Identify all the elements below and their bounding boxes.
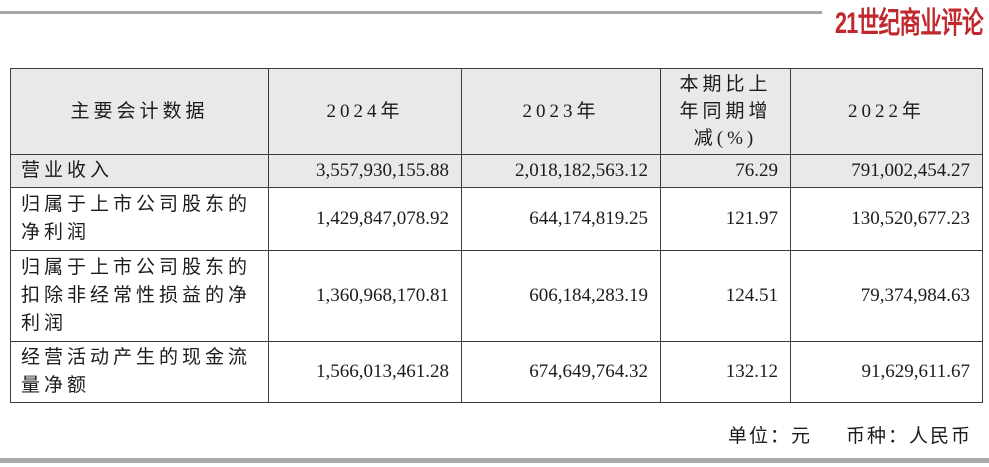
cell-2023: 606,184,283.19 bbox=[461, 250, 661, 342]
cell-2022: 791,002,454.27 bbox=[790, 154, 983, 188]
cell-2024: 1,360,968,170.81 bbox=[268, 250, 462, 342]
header-2022: 2022年 bbox=[790, 68, 983, 155]
cell-2023: 674,649,764.32 bbox=[461, 341, 661, 403]
cell-yoy: 124.51 bbox=[660, 250, 791, 342]
cell-2024: 3,557,930,155.88 bbox=[268, 154, 462, 188]
row-label: 归属于上市公司股东的净利润 bbox=[10, 187, 269, 251]
unit-currency-note: 单位：元 币种：人民币 bbox=[728, 421, 972, 448]
cell-2023: 644,174,819.25 bbox=[461, 187, 661, 251]
cell-yoy: 132.12 bbox=[660, 341, 791, 403]
cell-2022: 79,374,984.63 bbox=[790, 250, 983, 342]
brand-logo: 21世纪商业评论 bbox=[835, 6, 989, 44]
header-2024: 2024年 bbox=[268, 68, 462, 155]
top-divider-rule bbox=[0, 11, 822, 14]
table-row-revenue: 营业收入 3,557,930,155.88 2,018,182,563.12 7… bbox=[10, 154, 983, 188]
bottom-divider-rule bbox=[0, 458, 989, 463]
cell-2022: 91,629,611.67 bbox=[790, 341, 983, 403]
table-row-operating-cash-flow: 经营活动产生的现金流量净额 1,566,013,461.28 674,649,7… bbox=[10, 341, 983, 403]
currency-label: 币种：人民币 bbox=[845, 426, 972, 447]
cell-yoy: 121.97 bbox=[660, 187, 791, 251]
table-row-net-profit-deducted: 归属于上市公司股东的扣除非经常性损益的净利润 1,360,968,170.81 … bbox=[10, 250, 983, 342]
table-header-row: 主要会计数据 2024年 2023年 本期比上年同期增减(%) 2022年 bbox=[10, 68, 983, 155]
row-label: 经营活动产生的现金流量净额 bbox=[10, 341, 269, 403]
cell-2024: 1,566,013,461.28 bbox=[268, 341, 462, 403]
header-2023: 2023年 bbox=[461, 68, 661, 155]
header-yoy-change: 本期比上年同期增减(%) bbox=[660, 68, 791, 155]
cell-2023: 2,018,182,563.12 bbox=[461, 154, 661, 188]
cell-yoy: 76.29 bbox=[660, 154, 791, 188]
table-row-net-profit: 归属于上市公司股东的净利润 1,429,847,078.92 644,174,8… bbox=[10, 187, 983, 251]
row-label: 营业收入 bbox=[10, 154, 269, 188]
cell-2024: 1,429,847,078.92 bbox=[268, 187, 462, 251]
key-accounting-data-table: 主要会计数据 2024年 2023年 本期比上年同期增减(%) 2022年 营业… bbox=[10, 68, 983, 403]
brand-logo-text: 21世纪商业评论 bbox=[835, 7, 984, 40]
cell-2022: 130,520,677.23 bbox=[790, 187, 983, 251]
unit-label: 单位：元 bbox=[727, 426, 812, 447]
row-label: 归属于上市公司股东的扣除非经常性损益的净利润 bbox=[10, 250, 269, 342]
header-metric: 主要会计数据 bbox=[10, 68, 269, 155]
